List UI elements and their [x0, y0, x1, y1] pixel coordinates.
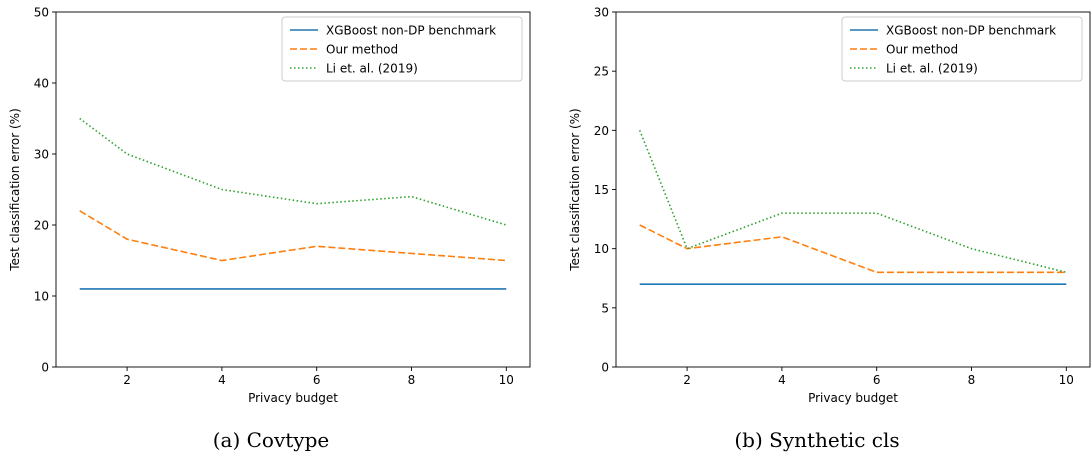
x-tick-label: 4: [218, 373, 226, 387]
chart-caption: (b) Synthetic cls: [734, 428, 899, 452]
y-tick-label: 5: [601, 301, 609, 315]
legend-box: [281, 16, 523, 82]
chart-caption: (a) Covtype: [213, 428, 330, 452]
legend-entry: Li et. al. (2019): [886, 62, 978, 76]
chart-covtype: (a) Covtype 2 4 6 8 10 0 10 20 30 40 50 Privacy bud…: [8, 6, 531, 452]
y-tick-label: 10: [34, 290, 49, 304]
y-tick-label: 40: [34, 77, 49, 91]
x-tick-label: 8: [968, 373, 976, 387]
y-tick-label: 20: [34, 219, 49, 233]
y-tick-label: 0: [601, 361, 609, 375]
legend-entry: XGBoost non-DP benchmark: [886, 24, 1056, 38]
legend-entry: Our method: [886, 43, 958, 57]
y-tick-label: 50: [34, 6, 49, 20]
legend: XGBoost non-DP benchmark Our method Li et.…: [841, 16, 1083, 82]
x-tick-label: 10: [1059, 373, 1074, 387]
y-tick-label: 15: [594, 183, 609, 197]
x-tick-label: 6: [873, 373, 881, 387]
legend-entry: Our method: [326, 43, 398, 57]
plot-frame: [55, 11, 531, 368]
chart-synthetic-cls: (b) Synthetic cls 2 4 6 8 10 0 5 10 15 20 25 30 Priv…: [568, 6, 1091, 452]
y-tick-label: 0: [41, 361, 49, 375]
legend-box: [841, 16, 1083, 82]
y-tick-label: 30: [34, 148, 49, 162]
x-axis-label: Privacy budget: [808, 391, 898, 405]
x-tick-label: 2: [123, 373, 131, 387]
y-tick-label: 20: [594, 124, 609, 138]
series-line-2: [639, 224, 1067, 274]
y-tick-label: 30: [594, 6, 609, 20]
x-tick-label: 4: [778, 373, 786, 387]
legend-entry: Li et. al. (2019): [326, 62, 418, 76]
x-tick-label: 8: [408, 373, 416, 387]
y-tick-label: 10: [594, 242, 609, 256]
y-axis-label: Test classification error (%): [568, 108, 582, 272]
x-tick-label: 6: [313, 373, 321, 387]
x-tick-label: 2: [683, 373, 691, 387]
x-axis-label: Privacy budget: [248, 391, 338, 405]
y-tick-label: 25: [594, 65, 609, 79]
legend: XGBoost non-DP benchmark Our method Li et.…: [281, 16, 523, 82]
series-line-2: [79, 210, 507, 262]
x-tick-label: 10: [499, 373, 514, 387]
legend-entry: XGBoost non-DP benchmark: [326, 24, 496, 38]
series-line-3: [79, 117, 507, 226]
y-axis-label: Test classification error (%): [8, 108, 22, 272]
series-line-3: [638, 130, 1067, 274]
